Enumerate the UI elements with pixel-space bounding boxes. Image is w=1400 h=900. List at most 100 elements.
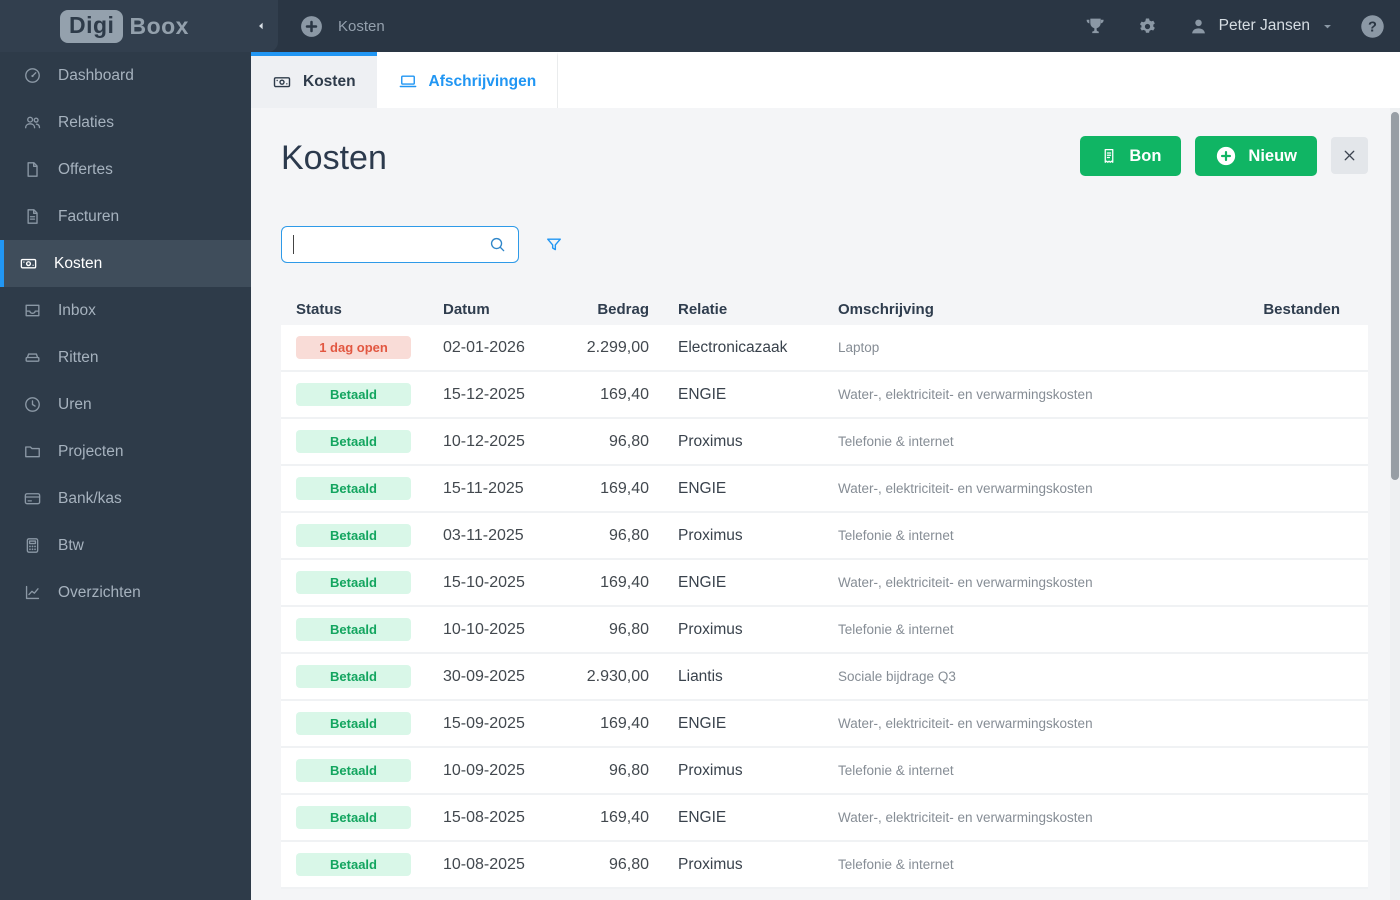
cell-bedrag: 169,40 bbox=[600, 385, 649, 403]
cell-omschrijving: Telefonie & internet bbox=[838, 528, 954, 543]
trophy-icon[interactable] bbox=[1084, 15, 1107, 38]
logo-boox: Boox bbox=[129, 12, 189, 39]
receipt-icon bbox=[1100, 147, 1118, 165]
sidebar-item-projecten[interactable]: Projecten bbox=[0, 428, 251, 475]
status-badge: Betaald bbox=[296, 759, 411, 782]
line-chart-icon bbox=[23, 583, 42, 602]
cell-relatie: ENGIE bbox=[678, 385, 727, 403]
cell-bedrag: 96,80 bbox=[608, 432, 649, 450]
user-menu[interactable]: Peter Jansen bbox=[1188, 16, 1335, 37]
cell-bedrag: 96,80 bbox=[608, 526, 649, 544]
table-row[interactable]: Betaald 15-11-2025 169,40 ENGIE Water-, … bbox=[281, 466, 1368, 513]
sidebar-item-kosten[interactable]: Kosten bbox=[0, 240, 251, 287]
topbar-right: Peter Jansen ? bbox=[1084, 13, 1386, 40]
page-title: Kosten bbox=[281, 139, 387, 177]
table-row[interactable]: Betaald 15-08-2025 169,40 ENGIE Water-, … bbox=[281, 795, 1368, 842]
cell-omschrijving: Water-, elektriciteit- en verwarmingskos… bbox=[838, 481, 1093, 496]
cell-omschrijving: Telefonie & internet bbox=[838, 622, 954, 637]
cell-datum: 10-09-2025 bbox=[443, 761, 525, 779]
table-row[interactable]: Betaald 10-12-2025 96,80 Proximus Telefo… bbox=[281, 419, 1368, 466]
folder-icon bbox=[23, 442, 42, 461]
tab-afschrijvingen[interactable]: Afschrijvingen bbox=[377, 52, 559, 108]
cell-bedrag: 169,40 bbox=[600, 808, 649, 826]
text-caret bbox=[293, 235, 294, 254]
search-box[interactable] bbox=[281, 226, 519, 263]
cell-omschrijving: Water-, elektriciteit- en verwarmingskos… bbox=[838, 716, 1093, 731]
status-badge: Betaald bbox=[296, 524, 411, 547]
sidebar-nav: Dashboard Relaties Offertes Facturen Kos… bbox=[0, 52, 251, 616]
status-badge: Betaald bbox=[296, 430, 411, 453]
cell-datum: 30-09-2025 bbox=[443, 667, 525, 685]
question-circle-icon[interactable]: ? bbox=[1359, 13, 1386, 40]
cell-bedrag: 2.299,00 bbox=[586, 338, 649, 356]
cell-datum: 10-12-2025 bbox=[443, 432, 525, 450]
sidebar-item-uren[interactable]: Uren bbox=[0, 381, 251, 428]
sidebar-item-bank-kas[interactable]: Bank/kas bbox=[0, 475, 251, 522]
topbar-open-tab[interactable]: Kosten bbox=[299, 14, 385, 39]
table-row[interactable]: Betaald 10-08-2025 96,80 Proximus Telefo… bbox=[281, 842, 1368, 889]
scrollbar-track[interactable] bbox=[1390, 108, 1400, 900]
sidebar-item-overzichten[interactable]: Overzichten bbox=[0, 569, 251, 616]
sidebar-item-relaties[interactable]: Relaties bbox=[0, 99, 251, 146]
table-row[interactable]: Betaald 10-10-2025 96,80 Proximus Telefo… bbox=[281, 607, 1368, 654]
sidebar-header: Digi Boox bbox=[0, 0, 278, 52]
sidebar-collapse-icon[interactable] bbox=[254, 19, 268, 33]
cell-relatie: Liantis bbox=[678, 667, 723, 685]
table-body: 1 dag open 02-01-2026 2.299,00 Electroni… bbox=[281, 325, 1368, 889]
gear-icon[interactable] bbox=[1137, 16, 1158, 37]
cell-omschrijving: Telefonie & internet bbox=[838, 857, 954, 872]
col-header-status: Status bbox=[296, 300, 342, 318]
tab-kosten[interactable]: Kosten bbox=[251, 52, 377, 108]
sidebar-item-facturen[interactable]: Facturen bbox=[0, 193, 251, 240]
app-logo[interactable]: Digi Boox bbox=[60, 9, 189, 43]
table-row[interactable]: Betaald 03-11-2025 96,80 Proximus Telefo… bbox=[281, 513, 1368, 560]
status-badge: Betaald bbox=[296, 806, 411, 829]
users-icon bbox=[23, 113, 42, 132]
sidebar-item-btw[interactable]: Btw bbox=[0, 522, 251, 569]
scrollbar-thumb[interactable] bbox=[1391, 112, 1399, 480]
tab-afschrijvingen-label: Afschrijvingen bbox=[428, 73, 537, 90]
cell-omschrijving: Telefonie & internet bbox=[838, 763, 954, 778]
cell-datum: 15-09-2025 bbox=[443, 714, 525, 732]
cell-bedrag: 96,80 bbox=[608, 620, 649, 638]
plus-circle-icon[interactable] bbox=[299, 14, 324, 39]
sidebar-item-ritten[interactable]: Ritten bbox=[0, 334, 251, 381]
gauge-icon bbox=[23, 66, 42, 85]
cell-relatie: ENGIE bbox=[678, 573, 727, 591]
cell-bedrag: 169,40 bbox=[600, 714, 649, 732]
table-row[interactable]: Betaald 15-09-2025 169,40 ENGIE Water-, … bbox=[281, 701, 1368, 748]
table-row[interactable]: Betaald 15-12-2025 169,40 ENGIE Water-, … bbox=[281, 372, 1368, 419]
close-button[interactable] bbox=[1331, 137, 1368, 174]
table-row[interactable]: 1 dag open 02-01-2026 2.299,00 Electroni… bbox=[281, 325, 1368, 372]
sidebar-item-offertes[interactable]: Offertes bbox=[0, 146, 251, 193]
topbar: Kosten Peter Jansen ? bbox=[251, 0, 1400, 52]
table-row[interactable]: Betaald 15-10-2025 169,40 ENGIE Water-, … bbox=[281, 560, 1368, 607]
table-row[interactable]: Betaald 10-09-2025 96,80 Proximus Telefo… bbox=[281, 748, 1368, 795]
table-header: Status Datum Bedrag Relatie Omschrijving… bbox=[281, 293, 1368, 325]
cell-omschrijving: Laptop bbox=[838, 340, 880, 355]
search-input[interactable] bbox=[294, 235, 488, 254]
nieuw-button-label: Nieuw bbox=[1248, 146, 1297, 165]
cell-bedrag: 96,80 bbox=[608, 761, 649, 779]
cell-omschrijving: Telefonie & internet bbox=[838, 434, 954, 449]
sidebar-item-inbox[interactable]: Inbox bbox=[0, 287, 251, 334]
plus-circle-icon bbox=[1215, 145, 1237, 167]
laptop-icon bbox=[398, 72, 418, 92]
filter-icon[interactable] bbox=[544, 235, 564, 255]
table-row[interactable]: Betaald 30-09-2025 2.930,00 Liantis Soci… bbox=[281, 654, 1368, 701]
nieuw-button[interactable]: Nieuw bbox=[1195, 136, 1317, 176]
tabbar: Kosten Afschrijvingen bbox=[251, 52, 1400, 108]
sidebar-item-label: Uren bbox=[58, 395, 92, 413]
sidebar-item-dashboard[interactable]: Dashboard bbox=[0, 52, 251, 99]
col-header-omschrijving: Omschrijving bbox=[838, 300, 934, 318]
cell-datum: 10-08-2025 bbox=[443, 855, 525, 873]
status-badge: Betaald bbox=[296, 477, 411, 500]
bon-button[interactable]: Bon bbox=[1080, 136, 1182, 176]
person-icon bbox=[1188, 16, 1209, 37]
banknote-icon bbox=[272, 72, 292, 92]
search-icon[interactable] bbox=[488, 235, 507, 254]
user-name: Peter Jansen bbox=[1218, 17, 1310, 34]
calculator-icon bbox=[23, 536, 42, 555]
sidebar-item-label: Facturen bbox=[58, 207, 120, 225]
cell-bedrag: 96,80 bbox=[608, 855, 649, 873]
